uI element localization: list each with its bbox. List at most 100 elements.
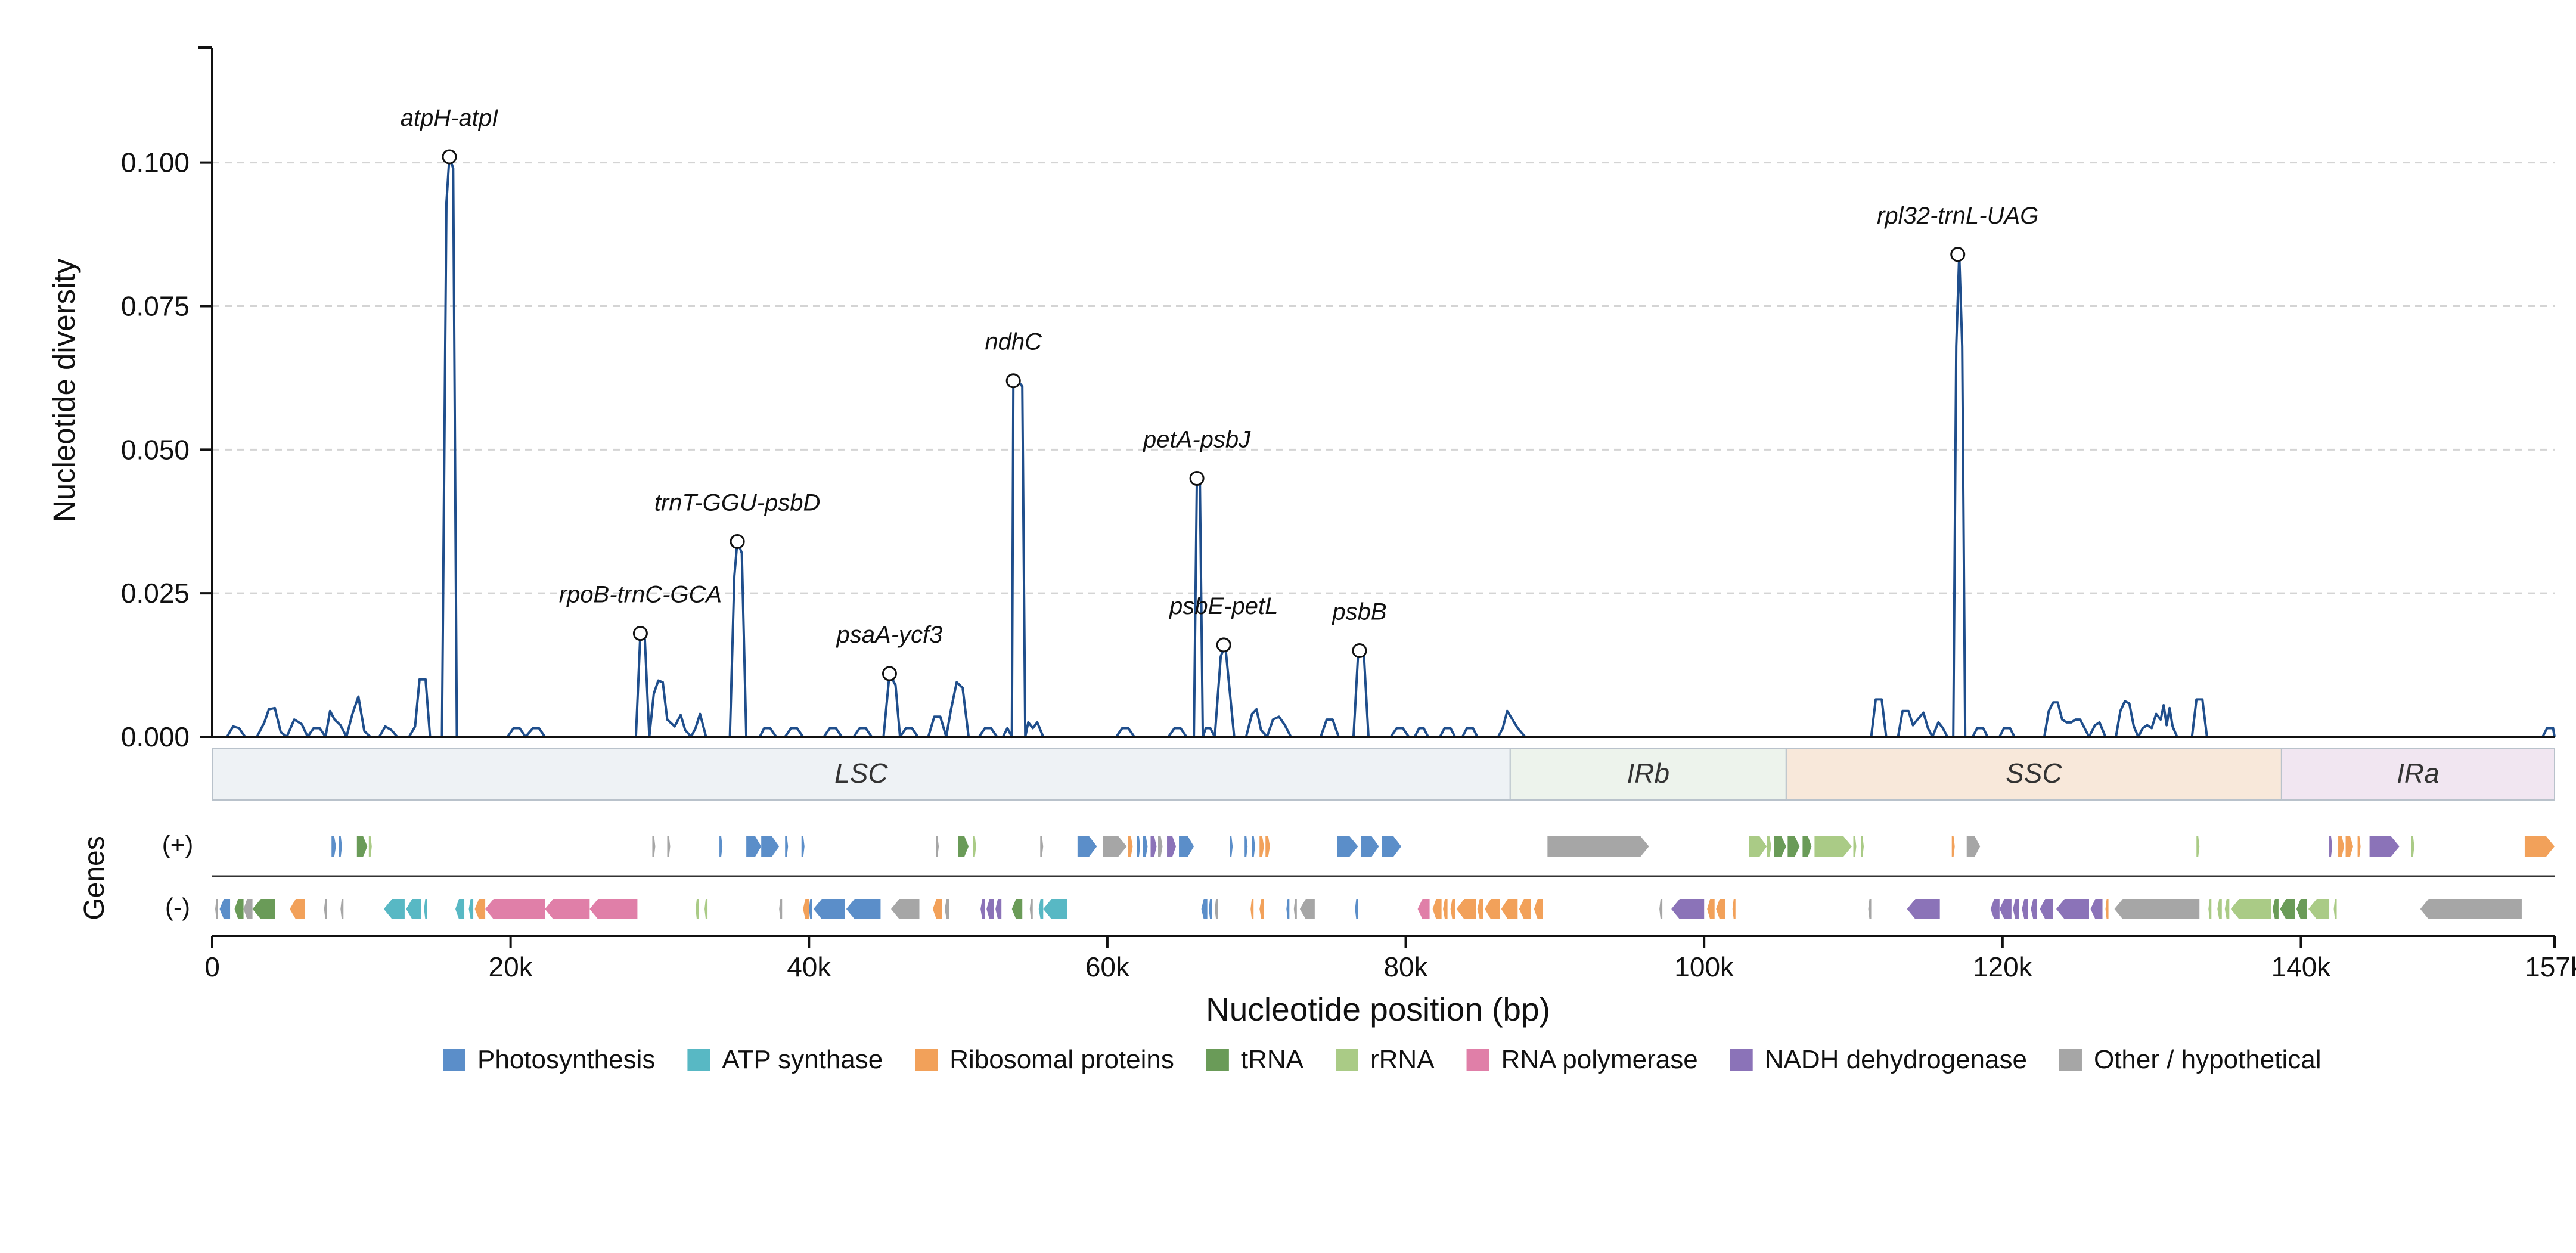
peak-label: rpoB-trnC-GCA: [559, 582, 722, 608]
gene-minus: [1043, 899, 1067, 919]
region-label: LSC: [834, 758, 888, 789]
legend-swatch: [1206, 1049, 1229, 1071]
gene-plus: [1861, 836, 1864, 857]
peak-marker: [882, 666, 897, 681]
gene-plus: [1853, 836, 1857, 857]
strand-plus-label: (+): [162, 830, 194, 858]
gene-minus: [1732, 899, 1736, 919]
gene-minus: [1990, 899, 2000, 919]
x-tick-label: 40k: [787, 951, 831, 982]
legend-label: Photosynthesis: [477, 1045, 655, 1074]
gene-minus: [813, 899, 845, 919]
peak-label: psbE-petL: [1169, 593, 1278, 619]
diversity-line: [212, 156, 2556, 738]
region-label: SSC: [2006, 758, 2062, 789]
x-axis-label: Nucleotide position (bp): [1206, 991, 1550, 1028]
x-tick-label: 100k: [1674, 951, 1734, 982]
gene-minus: [890, 899, 920, 919]
gene-plus: [1252, 836, 1255, 857]
gene-minus: [2296, 899, 2307, 919]
gene-minus: [1907, 899, 1940, 919]
gene-plus: [1749, 836, 1767, 857]
peak-label: ndhC: [985, 329, 1042, 355]
gene-plus: [2345, 836, 2354, 857]
gene-plus: [1767, 836, 1771, 857]
gene-minus: [2280, 899, 2295, 919]
gene-minus: [995, 899, 1002, 919]
legend-label: NADH dehydrogenase: [1765, 1045, 2027, 1074]
peak-marker: [730, 534, 745, 549]
gene-minus: [1250, 899, 1254, 919]
x-tick-label: 20k: [489, 951, 533, 982]
gene-plus: [1137, 836, 1140, 857]
legend-label: rRNA: [1370, 1045, 1435, 1074]
gene-minus: [243, 899, 253, 919]
gene-minus: [1417, 899, 1430, 919]
gene-plus: [1802, 836, 1812, 857]
gene-plus: [719, 836, 723, 857]
gene-minus: [1286, 899, 1290, 919]
gene-plus: [1077, 836, 1097, 857]
gene-minus: [986, 899, 994, 919]
gene-minus: [1215, 899, 1218, 919]
gene-minus: [2105, 899, 2109, 919]
gene-plus: [746, 836, 762, 857]
gene-minus: [1485, 899, 1500, 919]
peak-marker: [1216, 637, 1231, 653]
gene-minus: [1293, 899, 1297, 919]
gene-minus: [424, 899, 427, 919]
gene-minus: [1716, 899, 1725, 919]
gene-plus: [1128, 836, 1133, 857]
gene-minus: [2114, 899, 2200, 919]
peak-marker: [1005, 373, 1021, 389]
gene-minus: [1443, 899, 1448, 919]
gene-minus: [1259, 899, 1264, 919]
peak-label: petA-psbJ: [1143, 427, 1251, 453]
gene-minus: [980, 899, 985, 919]
chart-axes: 0.000 0.025 0.050 0.075 0.100 0 20k 40k 60k 80k 10…: [121, 46, 2576, 982]
legend-label: RNA polymerase: [1501, 1045, 1698, 1074]
gene-minus: [1432, 899, 1442, 919]
gene-plus: [1265, 836, 1270, 857]
peak-marker: [632, 626, 648, 641]
legend-label: tRNA: [1241, 1045, 1304, 1074]
gene-minus: [252, 899, 275, 919]
gene-plus: [667, 836, 671, 857]
gene-minus: [1038, 899, 1044, 919]
genes-title: Genes: [79, 836, 110, 920]
gene-plus: [331, 836, 336, 857]
region-band: [2280, 748, 2556, 801]
x-tick-label: 157k: [2525, 951, 2576, 982]
gene-plus: [2524, 836, 2555, 857]
gene-minus: [545, 899, 590, 919]
gene-plus: [2338, 836, 2345, 857]
gene-plus: [1337, 836, 1358, 857]
gene-minus: [2420, 899, 2522, 919]
gene-minus: [1707, 899, 1715, 919]
gene-minus: [2308, 899, 2330, 919]
region-band: [212, 748, 1511, 801]
gene-minus: [2022, 899, 2028, 919]
gene-plus: [1259, 836, 1264, 857]
peak-marker: [442, 149, 457, 165]
gene-minus: [2333, 899, 2337, 919]
legend-label: Other / hypothetical: [2094, 1045, 2321, 1074]
x-tick-label: 60k: [1085, 951, 1130, 982]
legend-swatch: [687, 1049, 710, 1071]
gene-plus: [958, 836, 969, 857]
gene-plus: [761, 836, 780, 857]
gene-plus: [1774, 836, 1786, 857]
gene-plus: [2369, 836, 2400, 857]
gene-plus: [2411, 836, 2414, 857]
gene-minus: [485, 899, 545, 919]
gene-plus: [1814, 836, 1852, 857]
gene-plus: [1951, 836, 1955, 857]
gene-minus: [2040, 899, 2053, 919]
gene-minus: [2031, 899, 2037, 919]
gene-plus: [2329, 836, 2333, 857]
gene-plus: [1230, 836, 1233, 857]
y-tick-label: 0.075: [121, 291, 190, 322]
peak-marker: [1352, 643, 1367, 658]
legend-swatch: [1336, 1049, 1358, 1071]
